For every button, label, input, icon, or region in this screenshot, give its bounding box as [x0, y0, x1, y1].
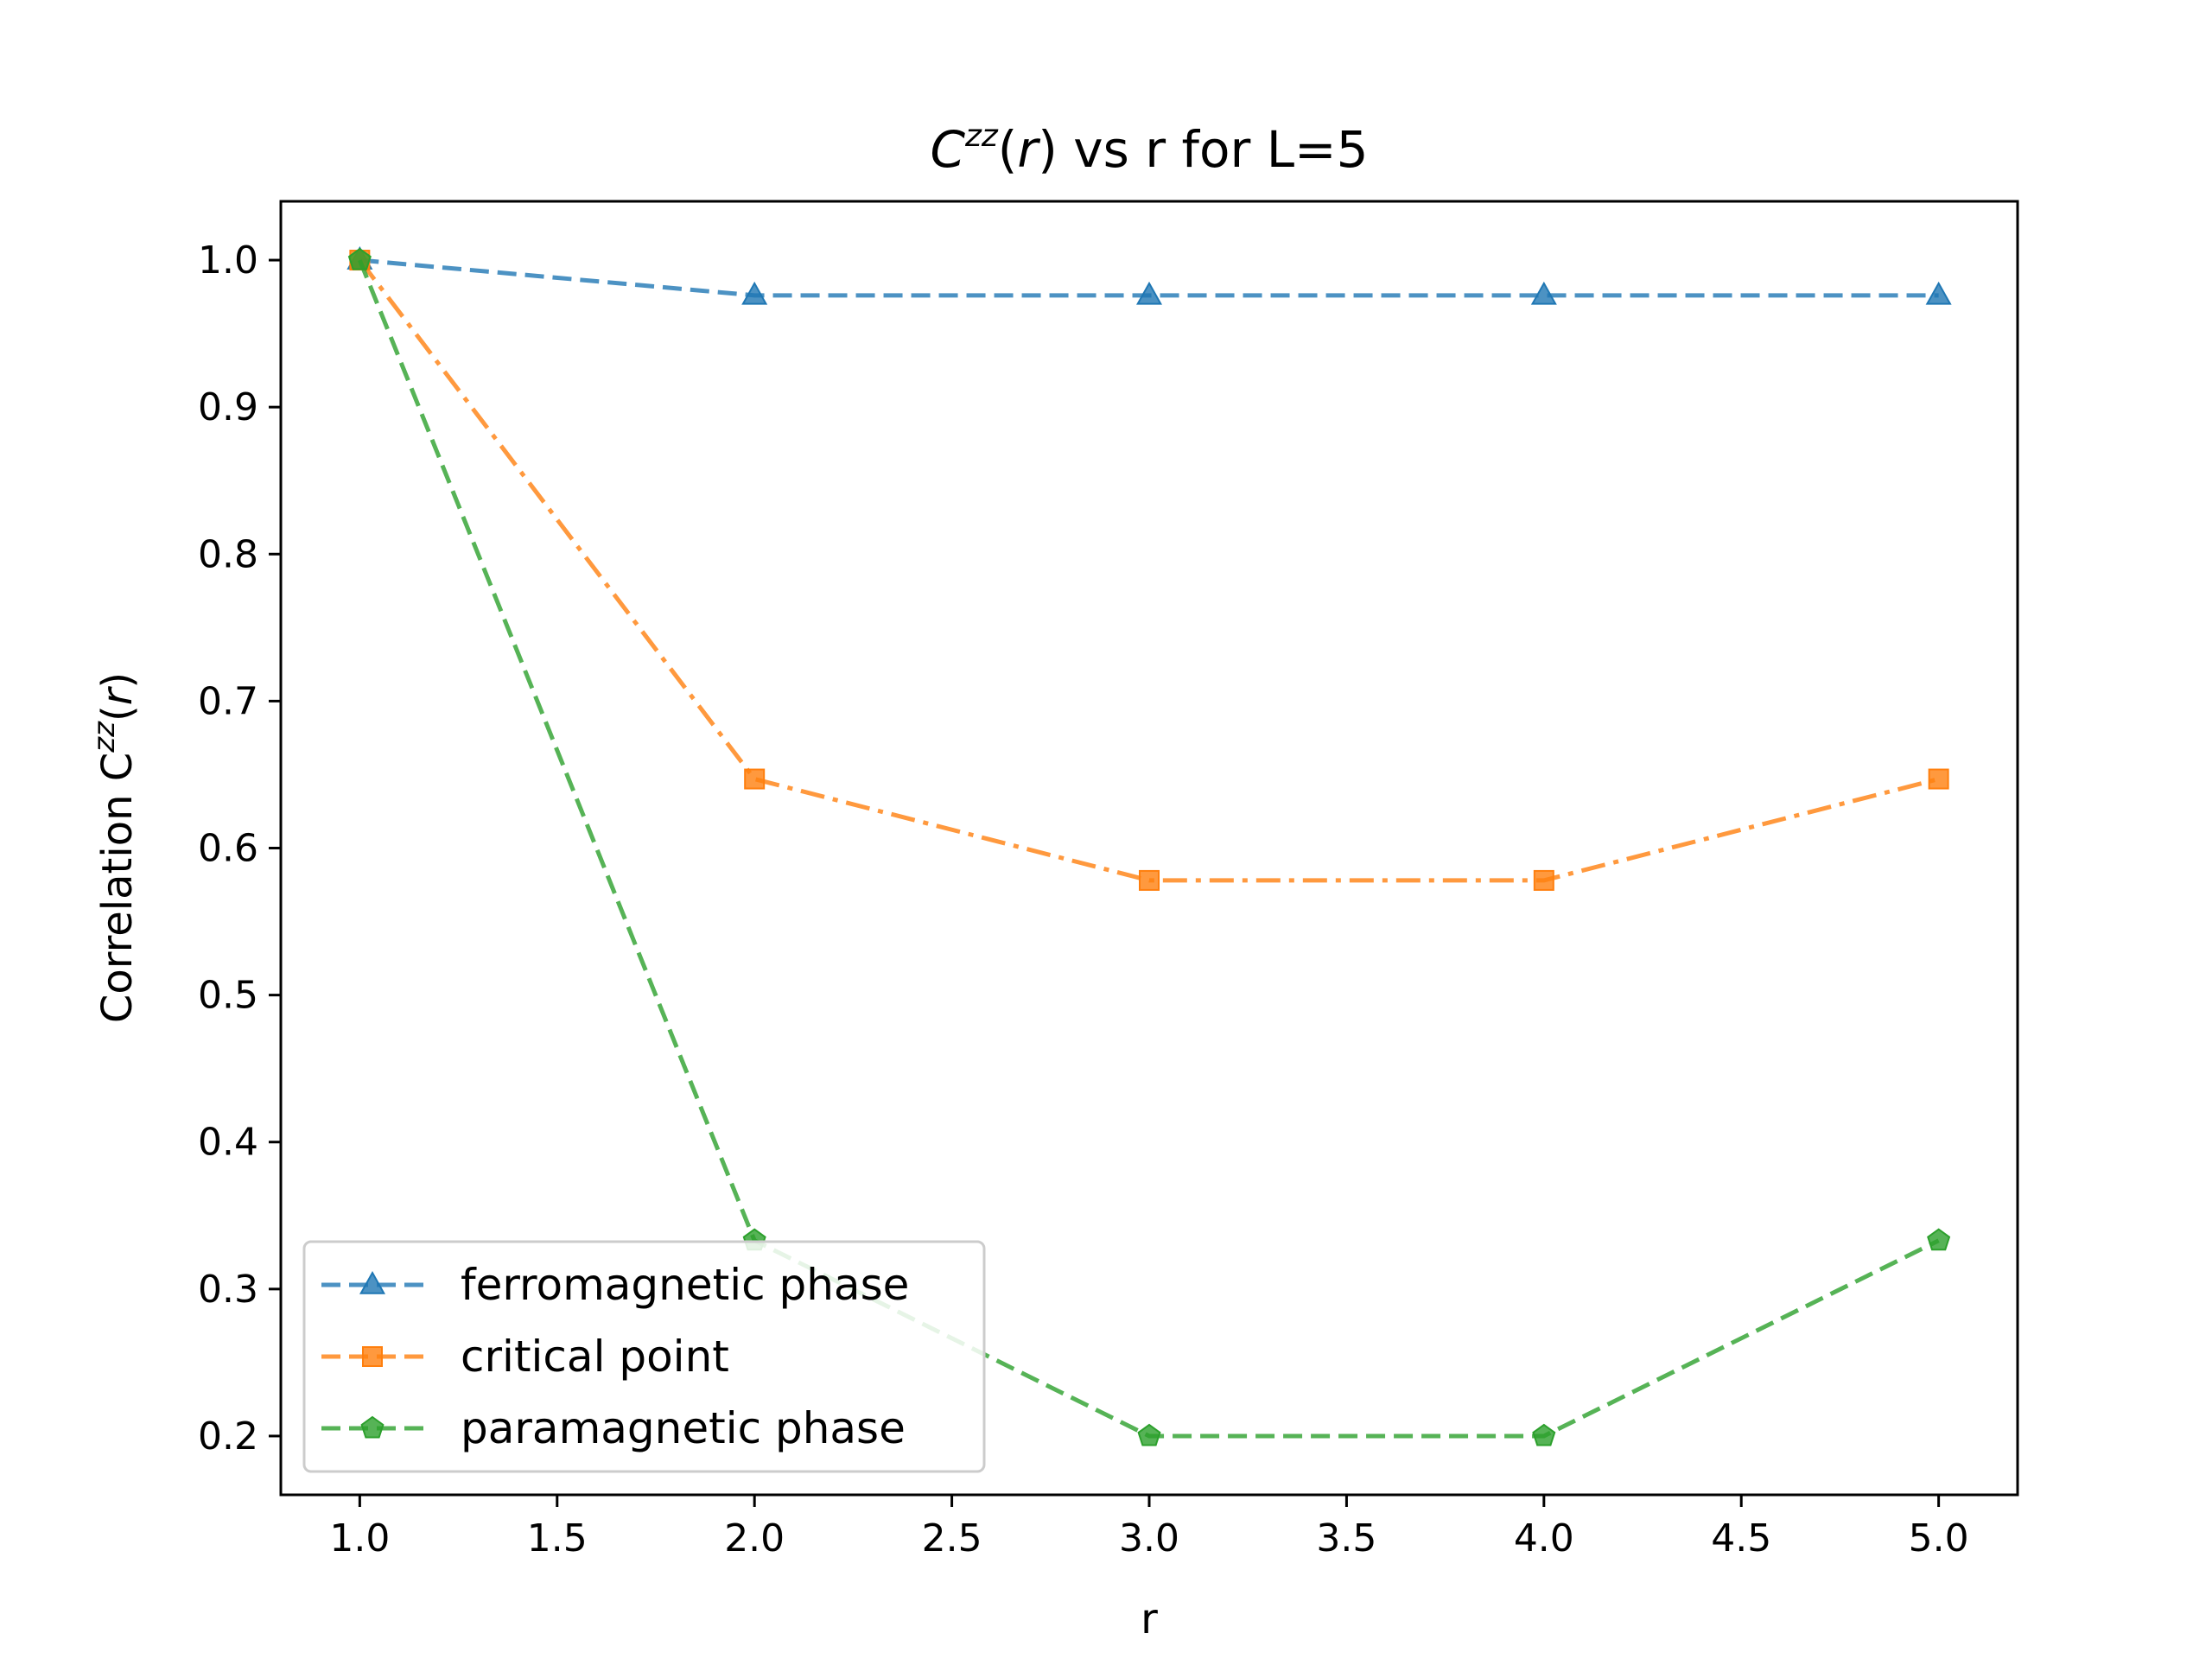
legend-label: ferromagnetic phase — [461, 1260, 909, 1310]
data-point — [1530, 281, 1557, 305]
y-tick-label: 0.2 — [198, 1414, 258, 1459]
legend: ferromagnetic phase critical point paramag… — [302, 1240, 986, 1473]
data-point — [1532, 1423, 1556, 1446]
legend-swatch-marker — [362, 1346, 383, 1367]
y-tick-label: 0.7 — [198, 679, 258, 723]
x-tick-label: 4.0 — [1514, 1516, 1574, 1560]
legend-label: critical point — [461, 1332, 729, 1382]
data-point — [741, 281, 768, 305]
data-point — [744, 768, 766, 790]
series-layer — [346, 245, 1952, 1446]
y-tick-label: 1.0 — [198, 238, 258, 283]
x-tick-label: 3.0 — [1119, 1516, 1179, 1560]
y-tick-label: 0.9 — [198, 385, 258, 429]
y-tick-label: 0.6 — [198, 827, 258, 871]
data-point — [347, 247, 372, 270]
legend-swatch-marker — [359, 1270, 386, 1294]
legend-swatch-marker — [360, 1415, 385, 1439]
legend-box — [302, 1240, 986, 1473]
data-point — [1137, 1423, 1161, 1446]
data-point — [1925, 281, 1952, 305]
data-point — [1927, 1228, 1951, 1251]
x-axis-label: r — [1141, 1595, 1158, 1643]
data-point — [1928, 768, 1949, 790]
y-tick-label: 0.8 — [198, 532, 258, 576]
x-tick-label: 2.0 — [724, 1516, 785, 1560]
series-2 — [347, 247, 1951, 1446]
axis-ticks: 1.0 1.5 2.0 2.5 3.0 3.5 4.0 4.5 5.0 0.2 0.3 0.4 0.5 0… — [198, 238, 1969, 1560]
x-tick-label: 5.0 — [1909, 1516, 1969, 1560]
y-axis-label: Correlation Czz(r) — [87, 672, 142, 1023]
data-point — [1139, 869, 1160, 891]
y-tick-label: 0.3 — [198, 1268, 258, 1312]
x-tick-label: 3.5 — [1316, 1516, 1376, 1560]
chart-title: Czz(r) vs r for L=5 — [930, 118, 1368, 179]
x-tick-label: 2.5 — [922, 1516, 982, 1560]
data-point — [1135, 281, 1163, 305]
x-tick-label: 1.5 — [527, 1516, 588, 1560]
plot-frame — [279, 200, 2019, 1497]
data-point — [1533, 869, 1554, 891]
legend-label: paramagnetic phase — [461, 1403, 906, 1453]
x-tick-label: 1.0 — [329, 1516, 390, 1560]
series-0 — [346, 245, 1952, 305]
x-tick-label: 4.5 — [1711, 1516, 1771, 1560]
y-tick-label: 0.4 — [198, 1121, 258, 1165]
y-tick-label: 0.5 — [198, 974, 258, 1018]
